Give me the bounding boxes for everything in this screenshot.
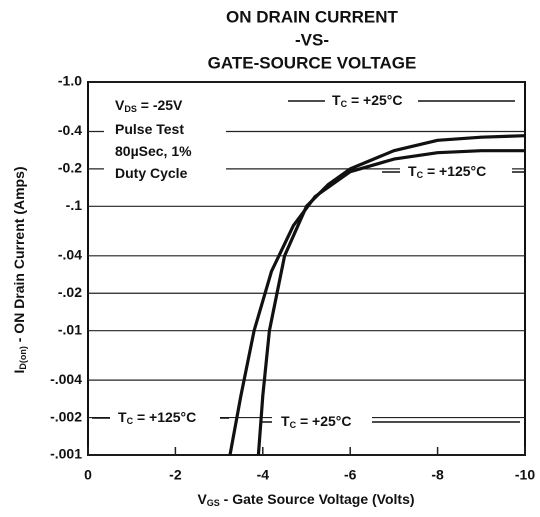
- y-tick-label: -.002: [50, 408, 82, 424]
- label-backing: [272, 412, 372, 432]
- x-tick-label: -2: [169, 467, 182, 483]
- x-tick-label: -8: [431, 467, 444, 483]
- annotation-part: DS: [124, 104, 137, 114]
- label-backing: [110, 408, 220, 428]
- x-tick-label: -10: [515, 467, 535, 483]
- annotation: TC = +125°C: [408, 163, 486, 181]
- y-axis-label-part: I: [11, 370, 27, 374]
- annotation-part: 80µSec, 1%: [115, 143, 192, 159]
- annotation-part: T: [281, 413, 290, 429]
- y-tick-label: -.04: [58, 247, 82, 263]
- annotation: Pulse Test: [115, 121, 184, 137]
- label-backing: [325, 101, 413, 121]
- x-axis-label-part: V: [197, 491, 207, 507]
- annotation-part: = -25V: [137, 97, 183, 113]
- annotation: TC = +25°C: [332, 92, 402, 110]
- annotation-part: T: [408, 163, 417, 179]
- chart-title: -VS-: [295, 30, 329, 49]
- series-line: [256, 134, 526, 456]
- x-axis-label: VGS - Gate Source Voltage (Volts): [197, 491, 414, 509]
- y-tick-label: -.004: [50, 371, 82, 387]
- annotation-part: Pulse Test: [115, 121, 184, 137]
- annotation: TC = +125°C: [118, 409, 196, 427]
- x-tick-label: -6: [344, 467, 357, 483]
- label-backing: [104, 94, 226, 186]
- x-tick-label: -4: [257, 467, 270, 483]
- chart-title: ON DRAIN CURRENT: [226, 7, 399, 26]
- series-line: [228, 149, 525, 456]
- annotation-part: C: [417, 170, 424, 180]
- y-tick-label: -0.4: [58, 122, 82, 138]
- x-tick-label: 0: [84, 467, 92, 483]
- annotation: Duty Cycle: [115, 165, 188, 181]
- y-tick-label: -.1: [66, 197, 83, 213]
- y-axis-label-part: D(on): [18, 346, 28, 370]
- y-tick-label: -.01: [58, 321, 82, 337]
- annotation-part: C: [341, 99, 348, 109]
- y-axis-label-part: - ON Drain Current (Amps): [11, 166, 27, 346]
- y-axis-label: ID(on) - ON Drain Current (Amps): [11, 166, 29, 373]
- annotation-part: Duty Cycle: [115, 165, 188, 181]
- y-tick-label: -.001: [50, 446, 82, 462]
- annotation-part: = +25°C: [296, 413, 351, 429]
- y-tick-label: -.02: [58, 284, 82, 300]
- annotation: TC = +25°C: [281, 413, 351, 431]
- annotation-part: T: [118, 409, 127, 425]
- annotation: 80µSec, 1%: [115, 143, 192, 159]
- chart-title: GATE-SOURCE VOLTAGE: [208, 53, 417, 72]
- annotation-part: V: [115, 97, 125, 113]
- y-tick-label: -0.2: [58, 160, 82, 176]
- annotation-part: = +125°C: [133, 409, 196, 425]
- annotation-part: = +125°C: [423, 163, 486, 179]
- annotation-part: C: [127, 416, 134, 426]
- x-axis-label-part: - Gate Source Voltage (Volts): [220, 491, 415, 507]
- x-axis-label-part: GS: [207, 498, 220, 508]
- annotation-part: = +25°C: [347, 92, 402, 108]
- y-tick-label: -1.0: [58, 73, 82, 89]
- annotation-part: C: [290, 420, 297, 430]
- label-backing: [400, 162, 512, 182]
- annotation: VDS = -25V: [115, 97, 183, 115]
- annotation-part: T: [332, 92, 341, 108]
